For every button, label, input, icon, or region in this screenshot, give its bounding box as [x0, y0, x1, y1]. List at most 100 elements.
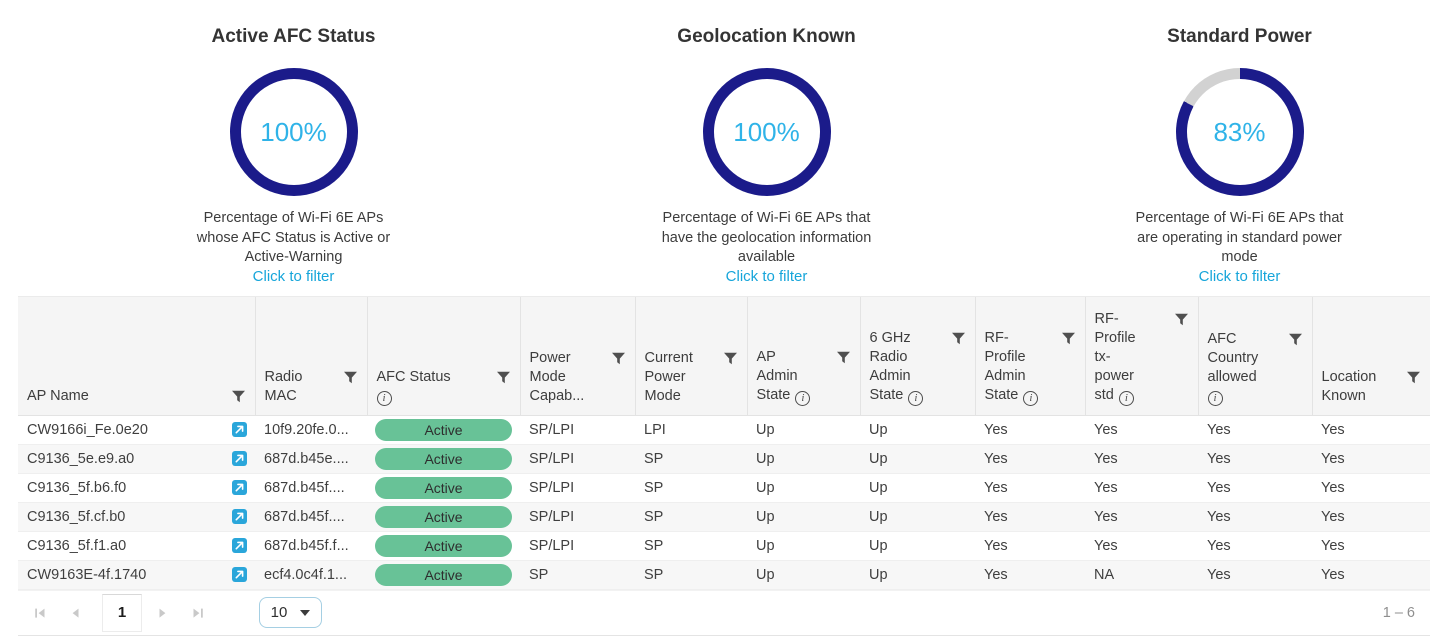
- column-label: Power Mode Capab...: [529, 349, 585, 404]
- afc-status-cell: Active: [367, 473, 520, 503]
- ap-admin-state-cell: Up: [747, 473, 860, 503]
- ap-name: C9136_5f.f1.a0: [27, 537, 127, 554]
- rf-profile-admin-state-cell: Yes: [975, 560, 1085, 590]
- column-header-ap-admin-state: AP Admin State: [746, 295, 860, 416]
- table-row: CW9166i_Fe.0e20 10f9.20fe.0... Active SP…: [18, 415, 1430, 445]
- donut-chart-afc-status: 100%: [229, 68, 358, 196]
- rf-profile-admin-state-cell: Yes: [975, 415, 1085, 445]
- donut-chart-standard-power: 83%: [1175, 68, 1304, 196]
- filter-icon[interactable]: [1174, 313, 1188, 326]
- column-label: AFC Status: [376, 368, 451, 385]
- ap-name-cell: C9136_5e.e9.a0: [18, 444, 255, 474]
- filter-icon[interactable]: [611, 352, 625, 365]
- table-row: C9136_5f.cf.b0 687d.b45f.... Active SP/L…: [18, 502, 1430, 532]
- ap-name: C9136_5f.b6.f0: [27, 479, 127, 496]
- external-link-icon[interactable]: [232, 480, 247, 495]
- power-mode-capability-cell: SP: [520, 560, 635, 590]
- filter-icon[interactable]: [1061, 332, 1075, 345]
- column-header-6ghz-radio-admin-state: 6 GHz Radio Admin State: [859, 295, 975, 416]
- external-link-icon[interactable]: [232, 538, 247, 553]
- afc-country-allowed-cell: Yes: [1198, 415, 1312, 445]
- first-page-button[interactable]: [30, 602, 52, 624]
- column-header-ap-name: AP Name: [18, 295, 255, 416]
- kpi-charts-row: Active AFC Status 100% Percentage of Wi-…: [0, 0, 1430, 286]
- current-power-mode-cell: SP: [635, 502, 747, 532]
- page-size-dropdown[interactable]: 10: [259, 597, 322, 628]
- power-mode-capability-cell: SP/LPI: [520, 531, 635, 561]
- current-power-mode-cell: SP: [635, 473, 747, 503]
- 6ghz-radio-admin-state-cell: Up: [860, 531, 975, 561]
- filter-icon[interactable]: [1288, 333, 1302, 346]
- next-page-button[interactable]: [151, 602, 173, 624]
- rf-profile-tx-power-std-cell: Yes: [1085, 502, 1198, 532]
- filter-icon[interactable]: [496, 371, 510, 384]
- column-label: Location Known: [1321, 368, 1377, 404]
- info-icon[interactable]: [376, 390, 392, 406]
- rf-profile-tx-power-std-cell: Yes: [1085, 531, 1198, 561]
- click-to-filter-link[interactable]: Click to filter: [725, 267, 808, 285]
- ap-name-cell: C9136_5f.cf.b0: [18, 502, 255, 532]
- ap-table: AP Name Radio MAC AFC Status Power Mode …: [18, 295, 1430, 590]
- filter-icon[interactable]: [1407, 371, 1420, 384]
- info-icon[interactable]: [908, 390, 924, 406]
- power-mode-capability-cell: SP/LPI: [520, 444, 635, 474]
- ap-admin-state-cell: Up: [747, 502, 860, 532]
- status-badge: Active: [375, 505, 512, 528]
- rf-profile-admin-state-cell: Yes: [975, 502, 1085, 532]
- chart-description: Percentage of Wi-Fi 6E APs that have the…: [661, 210, 872, 265]
- afc-status-cell: Active: [367, 444, 520, 474]
- column-label: 6 GHz Radio Admin State: [869, 330, 911, 403]
- column-label: Current Power Mode: [644, 349, 693, 404]
- column-header-location-known: Location Known: [1311, 295, 1430, 416]
- external-link-icon[interactable]: [232, 422, 247, 437]
- table-row: C9136_5f.f1.a0 687d.b45f.f... Active SP/…: [18, 531, 1430, 561]
- current-page-indicator[interactable]: 1: [102, 593, 142, 632]
- current-power-mode-cell: SP: [635, 531, 747, 561]
- table-row: C9136_5f.b6.f0 687d.b45f.... Active SP/L…: [18, 473, 1430, 503]
- 6ghz-radio-admin-state-cell: Up: [860, 444, 975, 474]
- donut-percent-label: 100%: [260, 116, 327, 147]
- previous-page-icon: [72, 608, 79, 618]
- external-link-icon[interactable]: [232, 509, 247, 524]
- caret-down-icon: [300, 609, 311, 616]
- chart-title: Active AFC Status: [211, 26, 376, 47]
- ap-name-cell: CW9166i_Fe.0e20: [18, 415, 255, 445]
- external-link-icon[interactable]: [232, 451, 247, 466]
- filter-icon[interactable]: [951, 332, 965, 345]
- click-to-filter-link[interactable]: Click to filter: [1198, 267, 1281, 285]
- info-icon[interactable]: [795, 390, 811, 406]
- location-known-cell: Yes: [1312, 531, 1430, 561]
- donut-percent-label: 100%: [733, 116, 800, 147]
- radio-mac-cell: 687d.b45f....: [255, 502, 367, 532]
- filter-icon[interactable]: [231, 390, 245, 403]
- info-icon[interactable]: [1207, 390, 1223, 406]
- column-header-afc-status: AFC Status: [366, 295, 520, 416]
- 6ghz-radio-admin-state-cell: Up: [860, 560, 975, 590]
- rf-profile-tx-power-std-cell: Yes: [1085, 444, 1198, 474]
- ap-admin-state-cell: Up: [747, 444, 860, 474]
- table-header-row: AP Name Radio MAC AFC Status Power Mode …: [18, 295, 1430, 416]
- next-page-icon: [159, 608, 166, 618]
- filter-icon[interactable]: [343, 371, 357, 384]
- column-header-afc-country-allowed: AFC Country allowed: [1197, 295, 1312, 416]
- current-power-mode-cell: SP: [635, 560, 747, 590]
- location-known-cell: Yes: [1312, 502, 1430, 532]
- ap-admin-state-cell: Up: [747, 531, 860, 561]
- info-icon[interactable]: [1118, 390, 1134, 406]
- external-link-icon[interactable]: [232, 567, 247, 582]
- info-icon[interactable]: [1023, 390, 1039, 406]
- power-mode-capability-cell: SP/LPI: [520, 473, 635, 503]
- column-label: AP Admin State: [756, 349, 798, 403]
- filter-icon[interactable]: [723, 352, 737, 365]
- click-to-filter-link[interactable]: Click to filter: [252, 267, 335, 285]
- ap-name: CW9166i_Fe.0e20: [27, 421, 148, 438]
- status-badge: Active: [375, 447, 512, 470]
- previous-page-button[interactable]: [65, 602, 87, 624]
- active-afc-status-card: Active AFC Status 100% Percentage of Wi-…: [57, 26, 530, 286]
- last-page-button[interactable]: [186, 602, 208, 624]
- afc-status-cell: Active: [367, 502, 520, 532]
- location-known-cell: Yes: [1312, 560, 1430, 590]
- ap-name: C9136_5f.cf.b0: [27, 508, 126, 525]
- filter-icon[interactable]: [836, 351, 850, 364]
- column-label: Radio MAC: [264, 368, 303, 404]
